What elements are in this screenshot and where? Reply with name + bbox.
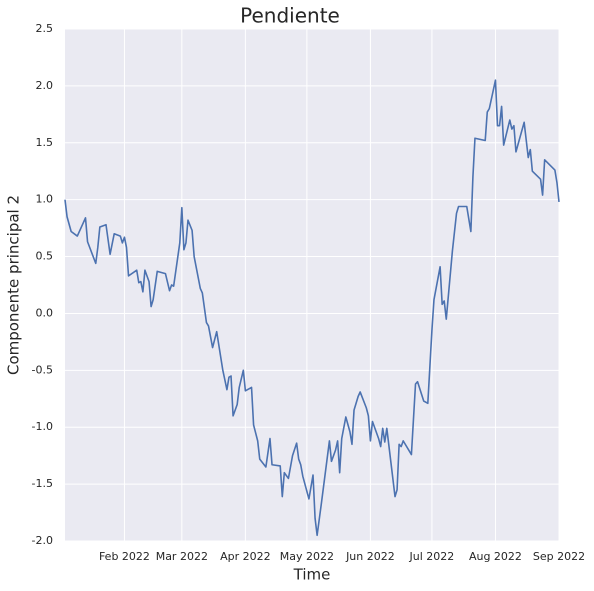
- x-tick-label: Jun 2022: [345, 550, 395, 563]
- plot-area: [65, 29, 559, 541]
- y-tick-label: 2.5: [36, 22, 54, 35]
- y-tick-label: -1.5: [32, 477, 53, 490]
- y-tick-label: 0.5: [36, 250, 54, 263]
- y-tick-label: 1.5: [36, 136, 54, 149]
- x-tick-label: Apr 2022: [220, 550, 271, 563]
- y-tick-label: 0.0: [36, 306, 54, 319]
- x-tick-label: Mar 2022: [156, 550, 208, 563]
- y-tick-label: 2.0: [36, 79, 54, 92]
- data-line: [64, 79, 560, 537]
- y-tick-label: -0.5: [32, 363, 53, 376]
- x-tick-label: Sep 2022: [533, 550, 585, 563]
- chart-title: Pendiente: [240, 4, 340, 28]
- x-tick-label: Aug 2022: [469, 550, 522, 563]
- x-tick-label: Jul 2022: [409, 550, 455, 563]
- y-tick-label: -1.0: [32, 420, 53, 433]
- x-tick-label: Feb 2022: [99, 550, 150, 563]
- y-axis-label: Componente principal 2: [5, 195, 23, 375]
- y-tick-label: -2.0: [32, 534, 53, 547]
- y-tick-label: 1.0: [36, 193, 54, 206]
- x-tick-label: May 2022: [280, 550, 334, 563]
- x-axis-label: Time: [293, 566, 331, 584]
